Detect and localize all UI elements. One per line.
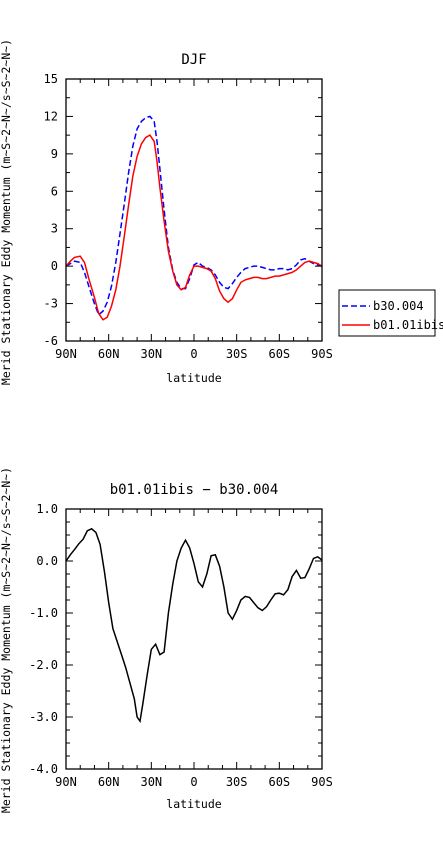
x-tick-label: 90S	[311, 347, 333, 361]
y-tick-label: 0.0	[36, 554, 58, 568]
y-tick-label: 3	[51, 222, 58, 236]
y-tick-label: 9	[51, 147, 58, 161]
x-tick-label: 0	[190, 347, 197, 361]
x-tick-label: 30N	[140, 347, 162, 361]
top-plot-title: DJF	[181, 52, 206, 68]
x-tick-label: 60N	[98, 775, 120, 789]
bottom-plot: b01.01ibis − b30.004 90N 60N 30N 0 30S 60S 90S…	[0, 467, 333, 813]
series-line-difference	[65, 527, 323, 724]
y-tick-label: 12	[44, 109, 58, 123]
x-tick-label: 30S	[226, 775, 248, 789]
legend-box	[338, 289, 436, 337]
top-plot-marks	[65, 115, 323, 321]
x-tick-label: 60S	[268, 347, 290, 361]
y-tick-label: -3	[44, 297, 58, 311]
top-plot-axes: 90N 60N 30N 0 30S 60S 90S -6 -3 0 3 6 9 12 15	[44, 72, 333, 361]
y-tick-label: 15	[44, 72, 58, 86]
x-tick-label: 30S	[226, 347, 248, 361]
y-tick-label: 0	[51, 259, 58, 273]
plot-frame	[65, 78, 323, 342]
bottom-plot-ylabel: Merid Stationary Eddy Momentum (m~S~2~N~…	[0, 467, 13, 813]
legend: b30.004 b01.01ibis	[338, 289, 443, 337]
bottom-plot-marks	[65, 527, 323, 724]
x-tick-label: 0	[190, 775, 197, 789]
y-tick-label: 1.0	[36, 502, 58, 516]
top-plot: DJF 90N 60N 30N 0 30S 60S 90S -6 -3 0 3 6 9 12 15 lati…	[0, 39, 333, 385]
series-line-b01-01ibis	[65, 134, 323, 321]
x-tick-label: 90S	[311, 775, 333, 789]
x-tick-label: 30N	[140, 775, 162, 789]
y-tick-label: -3.0	[29, 710, 58, 724]
x-tick-label: 90N	[55, 775, 77, 789]
y-tick-label: -1.0	[29, 606, 58, 620]
x-tick-label: 60S	[268, 775, 290, 789]
x-tick-label: 90N	[55, 347, 77, 361]
x-tick-label: 60N	[98, 347, 120, 361]
bottom-plot-axes: 90N 60N 30N 0 30S 60S 90S 1.0 0.0 -1.0 -2.0 -3.0 -4.…	[29, 502, 333, 789]
top-plot-xlabel: latitude	[166, 371, 221, 385]
legend-label-b01-01ibis: b01.01ibis	[373, 318, 443, 332]
y-tick-label: 6	[51, 184, 58, 198]
series-line-b30-004	[65, 115, 323, 317]
y-tick-label: -4.0	[29, 762, 58, 776]
bottom-plot-xlabel: latitude	[166, 797, 221, 811]
y-tick-label: -2.0	[29, 658, 58, 672]
top-plot-ylabel: Merid Stationary Eddy Momentum (m~S~2~N~…	[0, 39, 13, 385]
plot-frame	[65, 508, 323, 770]
bottom-plot-title: b01.01ibis − b30.004	[110, 482, 279, 498]
y-tick-label: -6	[44, 334, 58, 348]
legend-label-b30-004: b30.004	[373, 299, 424, 313]
